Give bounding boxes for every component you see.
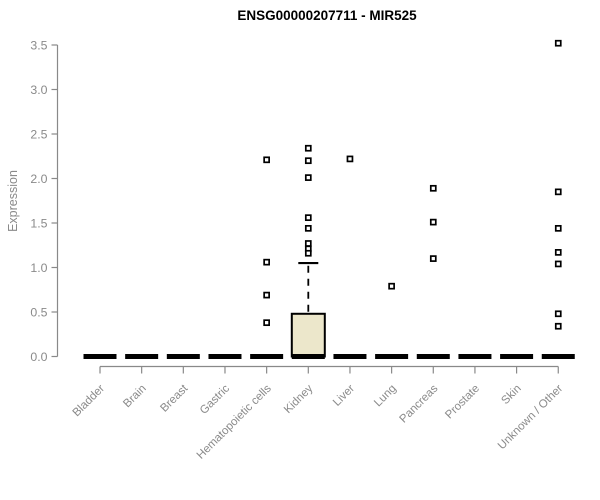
outlier-point — [554, 310, 562, 318]
median-bar — [416, 354, 450, 359]
y-tick-label: 3.5 — [30, 38, 47, 52]
boxplot-marks — [83, 39, 575, 359]
x-category-label: Liver — [331, 383, 357, 409]
median-bar — [500, 354, 534, 359]
outlier-point — [554, 249, 562, 256]
axes: 0.0 0.5 1.0 1.5 2.0 2.5 3.0 3.5 Bladder Brain Brea… — [30, 38, 565, 461]
outlier-point — [304, 240, 312, 247]
median-bar — [333, 354, 367, 359]
outlier-point — [554, 188, 562, 196]
x-category-label: Gastric — [198, 382, 232, 416]
y-tick-label: 2.0 — [30, 172, 47, 186]
y-axis-label: Expression — [6, 170, 20, 232]
outlier-point — [388, 282, 395, 290]
y-tick-label: 1.0 — [30, 261, 47, 275]
median-bar — [83, 354, 117, 359]
outlier-point — [429, 218, 437, 226]
median-bar — [166, 354, 200, 359]
outlier-point — [263, 319, 270, 327]
outlier-point — [304, 144, 312, 152]
y-tick-label: 0.5 — [30, 305, 47, 319]
median-bar — [250, 354, 284, 359]
outlier-point — [429, 255, 437, 262]
outlier-point — [304, 224, 312, 232]
median-bar — [541, 354, 575, 359]
x-category-label: Bladder — [71, 383, 108, 420]
outlier-point — [554, 322, 562, 330]
outlier-point — [304, 157, 312, 165]
outlier-point — [263, 156, 270, 164]
box — [290, 312, 326, 358]
y-tick-label: 0.0 — [30, 350, 47, 364]
x-category-label: Lung — [372, 383, 399, 410]
outlier-point — [263, 291, 270, 299]
outlier-point — [554, 224, 562, 232]
x-category-label: Hematopoietic cells — [195, 382, 274, 461]
outlier-point — [263, 258, 270, 266]
median-bar — [375, 354, 409, 359]
outlier-point — [304, 214, 312, 222]
outlier-point — [304, 174, 312, 181]
y-tick-label: 3.0 — [30, 83, 47, 97]
outlier-point — [554, 39, 562, 47]
outlier-point — [554, 260, 562, 268]
median-bar — [208, 354, 242, 359]
y-tick-label: 2.5 — [30, 127, 47, 141]
outlier-point — [429, 184, 437, 192]
chart-title: ENSG00000207711 - MIR525 — [237, 8, 417, 23]
y-tick-label: 1.5 — [30, 216, 47, 230]
outlier-point — [346, 155, 354, 163]
outlier-point — [304, 249, 312, 257]
x-category-label: Pancreas — [398, 382, 441, 425]
x-category-label: Skin — [499, 383, 523, 407]
median-bar — [458, 354, 492, 359]
median-bar — [291, 354, 325, 359]
x-category-label: Breast — [158, 382, 191, 415]
x-category-label: Brain — [121, 383, 148, 410]
median-bar — [125, 354, 159, 359]
x-category-label: Prostate — [443, 383, 482, 422]
x-category-label: Kidney — [282, 382, 316, 416]
